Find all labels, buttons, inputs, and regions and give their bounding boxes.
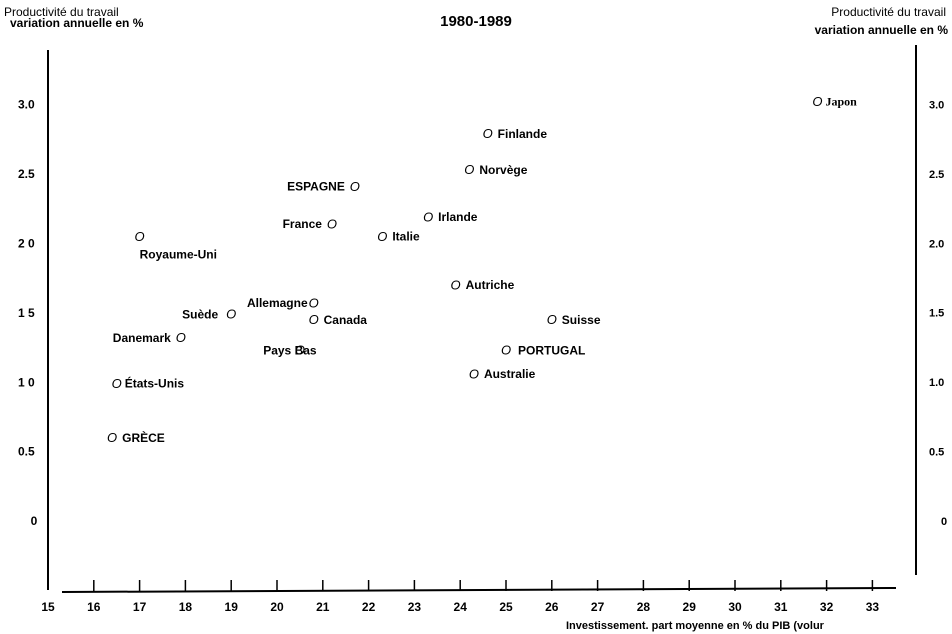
- chart-title: 1980-1989: [440, 13, 512, 30]
- y2-label: variation annuelle en %: [815, 23, 949, 37]
- y2-label: Productivité du travail: [831, 5, 946, 19]
- point-label: Canada: [324, 313, 368, 327]
- point-label: Royaume-Uni: [140, 248, 217, 262]
- y2-tick-label: 0: [941, 516, 947, 528]
- point-label: Autriche: [466, 278, 515, 292]
- point: O: [483, 126, 493, 141]
- x-tick-label: 32: [820, 600, 834, 614]
- x-tick-label: 27: [591, 600, 605, 614]
- point: O: [377, 229, 387, 244]
- point-label: Japon: [825, 95, 857, 109]
- point-label: Finlande: [498, 127, 548, 141]
- point: O: [350, 179, 360, 194]
- point-label: États-Unis: [125, 376, 185, 391]
- x-tick-label: 29: [683, 600, 697, 614]
- y2-tick-label: 1.0: [929, 377, 944, 389]
- point-label: Irlande: [438, 210, 478, 224]
- x-tick-label: 30: [728, 600, 742, 614]
- point-label: GRÈCE: [122, 430, 165, 445]
- y-label: variation annuelle en %: [10, 16, 144, 30]
- x-tick-label: 26: [545, 600, 559, 614]
- y-tick-label: 0: [31, 514, 38, 528]
- point-label: Italie: [392, 230, 420, 244]
- point-label: Pays Bas: [263, 343, 317, 357]
- point: O: [469, 366, 479, 381]
- point-label: Allemagne: [247, 296, 308, 310]
- y2-tick-label: 1.5: [929, 308, 944, 320]
- y2-tick-label: 3.0: [929, 99, 944, 111]
- point: O: [309, 295, 319, 310]
- x-tick-label: 21: [316, 600, 330, 614]
- point-label: France: [283, 217, 323, 231]
- x-tick-label: 20: [270, 600, 284, 614]
- x-tick-label: 25: [499, 600, 513, 614]
- point-label: ESPAGNE: [287, 180, 345, 194]
- point: O: [547, 312, 557, 327]
- point: O: [309, 312, 319, 327]
- x-axis: [61, 587, 897, 593]
- y-tick-label: 1 5: [18, 306, 35, 320]
- y-label: Productivité du travail: [4, 5, 119, 19]
- point: O: [464, 162, 474, 177]
- x-tick-label: 24: [454, 600, 468, 614]
- y-tick-label: 2.5: [18, 167, 35, 181]
- x-tick-label: 28: [637, 600, 651, 614]
- point: O: [107, 430, 117, 445]
- x-tick-label: 16: [87, 600, 101, 614]
- point-label: Norvège: [479, 163, 527, 177]
- y-tick-label: 3.0: [18, 98, 35, 112]
- point-label: Australie: [484, 367, 536, 381]
- y2-tick-label: 0.5: [929, 446, 944, 458]
- point-label: PORTUGAL: [518, 343, 585, 357]
- x-tick-label: 22: [362, 600, 376, 614]
- point: O: [327, 216, 337, 231]
- x-tick-label: 23: [408, 600, 422, 614]
- point-label: Danemark: [113, 331, 171, 345]
- y-tick-label: 0.5: [18, 445, 35, 459]
- x-tick-label: 31: [774, 600, 788, 614]
- x-tick-label: 19: [225, 600, 239, 614]
- y-tick-label: 1 0: [18, 375, 35, 389]
- point: O: [226, 307, 236, 322]
- y2-tick-label: 2.0: [929, 238, 944, 250]
- x-tick-label: 15: [41, 600, 55, 614]
- x-tick-label: 17: [133, 600, 147, 614]
- point: O: [451, 277, 461, 292]
- point: O: [812, 94, 822, 109]
- y-tick-label: 2 0: [18, 237, 35, 251]
- x-tick-label: 18: [179, 600, 193, 614]
- point: O: [501, 343, 511, 358]
- point-label: Suède: [182, 307, 218, 321]
- x-label: Investissement. part moyenne en % du PIB…: [566, 620, 825, 632]
- point: O: [423, 209, 433, 224]
- point-label: Suisse: [562, 313, 601, 327]
- point: O: [112, 376, 122, 391]
- point: O: [176, 330, 186, 345]
- point: O: [295, 343, 305, 358]
- x-tick-label: 33: [866, 600, 880, 614]
- y2-tick-label: 2.5: [929, 169, 944, 181]
- point: O: [135, 229, 145, 244]
